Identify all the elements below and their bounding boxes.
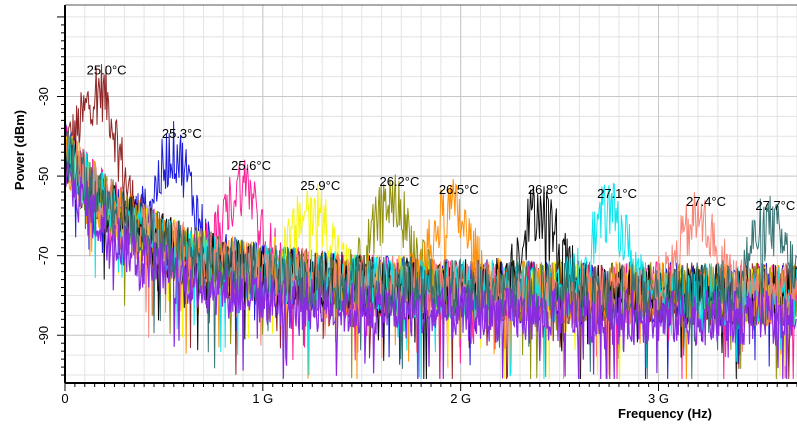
x-tick-label: 3 G: [648, 391, 669, 406]
series-label: 25.6°C: [231, 158, 271, 173]
series-label: 27.7°C: [755, 198, 795, 213]
x-axis-title: Frequency (Hz): [618, 406, 712, 421]
series-label: 26.8°C: [528, 182, 568, 197]
series-label: 25.9°C: [300, 178, 340, 193]
series-label: 25.0°C: [87, 63, 127, 78]
series-label: 27.4°C: [686, 194, 726, 209]
y-tick-label: -70: [36, 246, 51, 265]
series-label: 26.2°C: [379, 174, 419, 189]
series-label: 26.5°C: [439, 182, 479, 197]
series-label: 25.3°C: [162, 126, 202, 141]
x-tick-label: 1 G: [252, 391, 273, 406]
x-tick-label: 0: [61, 391, 68, 406]
baseline-trace: [64, 161, 797, 380]
y-tick-label: -90: [36, 326, 51, 345]
y-tick-label: -50: [36, 167, 51, 186]
y-axis-title: Power (dBm): [12, 110, 27, 190]
y-tick-label: -30: [36, 87, 51, 106]
series-label: 27.1°C: [597, 186, 637, 201]
x-tick-label: 2 G: [450, 391, 471, 406]
